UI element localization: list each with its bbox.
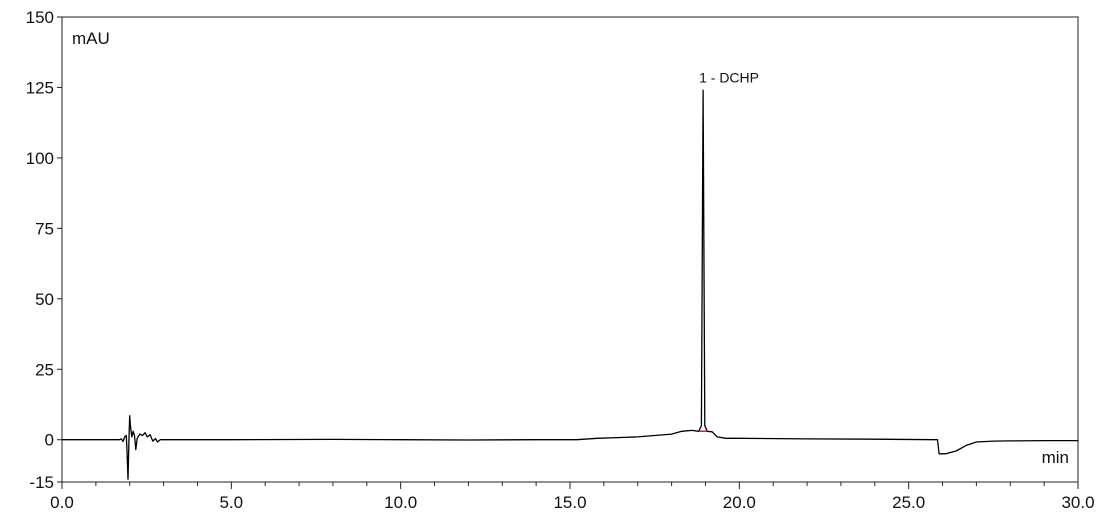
- x-axis-label: min: [1042, 448, 1069, 467]
- y-tick-label: 150: [26, 8, 54, 27]
- peak-label: 1 - DCHP: [699, 69, 759, 85]
- chromatogram-trace: [62, 89, 1078, 480]
- x-axis-minor-ticks: [95, 482, 1045, 486]
- y-tick-label: 25: [35, 360, 54, 379]
- y-tick-label: -15: [29, 473, 54, 492]
- y-tick-label: 0: [45, 431, 54, 450]
- y-tick-label: 75: [35, 219, 54, 238]
- x-tick-label: 0.0: [50, 493, 74, 512]
- y-axis-label: mAU: [72, 29, 110, 48]
- x-tick-label: 25.0: [892, 493, 925, 512]
- x-tick-label: 30.0: [1061, 493, 1094, 512]
- plot-frame: [61, 16, 1079, 483]
- peak-annotations: 1 - DCHP: [699, 69, 759, 433]
- y-tick-label: 125: [26, 78, 54, 97]
- x-tick-label: 20.0: [723, 493, 756, 512]
- y-tick-label: 100: [26, 149, 54, 168]
- y-tick-label: 50: [35, 290, 54, 309]
- x-tick-label: 15.0: [553, 493, 586, 512]
- x-axis-ticks: 0.0 5.0 10.0 15.0 20.0 25.0 30.0: [50, 482, 1095, 512]
- x-tick-label: 5.0: [220, 493, 244, 512]
- y-axis-ticks: -15 0 25 50 75 100 125 150: [26, 8, 62, 492]
- x-tick-label: 10.0: [384, 493, 417, 512]
